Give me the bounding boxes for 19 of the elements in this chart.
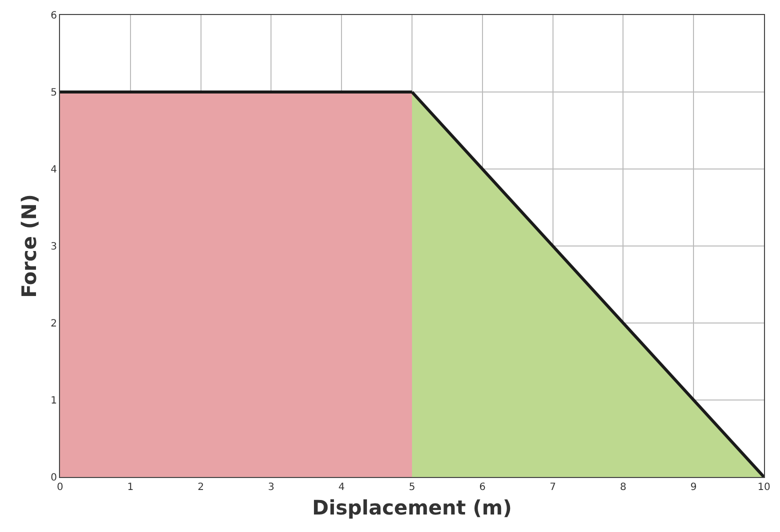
y-axis-title: Force (N) xyxy=(17,194,42,298)
x-tick-label: 7 xyxy=(550,482,556,493)
x-tick-label: 10 xyxy=(758,482,770,493)
x-axis-title: Displacement (m) xyxy=(312,496,512,520)
y-tick-label: 6 xyxy=(50,10,57,22)
x-tick-label: 6 xyxy=(479,482,486,493)
y-tick-label: 4 xyxy=(50,164,57,176)
y-tick-label: 0 xyxy=(50,472,57,484)
x-tick-label: 8 xyxy=(620,482,626,493)
x-tick-label: 3 xyxy=(268,482,274,493)
y-tick-label: 1 xyxy=(50,396,57,406)
x-tick-label: 5 xyxy=(408,482,416,493)
x-tick-label: 1 xyxy=(127,482,134,493)
y-tick-label: 3 xyxy=(50,242,57,252)
x-tick-label: 9 xyxy=(690,482,697,493)
y-tick-label: 5 xyxy=(50,88,57,98)
y-tick-label: 2 xyxy=(50,318,57,330)
x-tick-label: 2 xyxy=(198,482,204,493)
x-tick-label: 4 xyxy=(338,482,345,493)
